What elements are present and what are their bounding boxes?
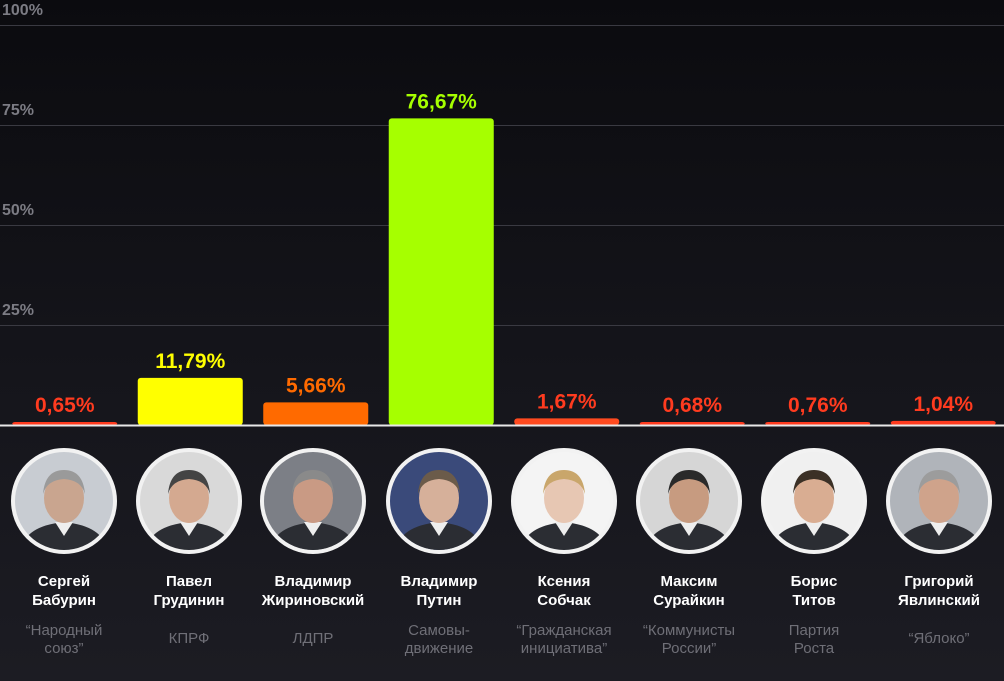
portrait-icon — [11, 448, 117, 554]
candidate-party: “Яблоко” — [908, 630, 970, 647]
bar — [639, 422, 745, 425]
bar — [263, 402, 369, 425]
candidate-card: Борис Титов Партия Роста — [752, 448, 876, 658]
y-tick-label: 50% — [2, 202, 34, 219]
data-label: 76,67% — [406, 90, 478, 113]
candidate-card: Павел Грудинин КПРФ — [127, 448, 251, 648]
bar — [12, 422, 118, 425]
bar — [137, 377, 243, 425]
portrait-icon — [636, 448, 742, 554]
bar — [514, 418, 620, 425]
candidate-card: Владимир Путин Самовы-движение — [377, 448, 501, 658]
candidate-name: Владимир Жириновский — [261, 573, 365, 609]
vote-share-bar-chart: 100% 75% 50% 25% 0,65% 11,79% 5,66% 76,67% 1,67%… — [0, 2, 1004, 427]
candidate-name: Максим Сурайкин — [653, 573, 725, 609]
candidate-card: Григорий Явлинский “Яблоко” — [877, 448, 1001, 648]
candidate-name: Владимир Путин — [400, 573, 478, 609]
data-label: 1,04% — [913, 393, 973, 416]
y-tick-label: 25% — [2, 302, 34, 319]
y-tick-label: 100% — [2, 2, 43, 19]
candidate-card: Сергей Бабурин “Народный союз” — [2, 448, 126, 658]
portrait-icon — [886, 448, 992, 554]
data-label: 1,67% — [537, 390, 597, 413]
bar — [890, 420, 996, 425]
data-label: 0,65% — [35, 394, 95, 417]
candidate-party: “Народный союз” — [25, 622, 103, 657]
bar — [765, 421, 871, 425]
candidate-party: Самовы-движение — [404, 622, 474, 657]
candidate-party: Партия Роста — [788, 622, 840, 657]
y-tick-label: 75% — [2, 102, 34, 119]
data-label: 11,79% — [155, 350, 225, 373]
candidate-row: Сергей Бабурин “Народный союз” Павел Грудин… — [0, 448, 1004, 681]
portrait-icon — [136, 448, 242, 554]
candidate-party: КПРФ — [168, 630, 210, 647]
candidate-name: Павел Грудинин — [153, 573, 225, 609]
candidate-name: Григорий Явлинский — [898, 573, 980, 609]
candidate-name: Ксения Собчак — [537, 573, 591, 609]
candidate-card: Ксения Собчак “Гражданская инициатива” — [502, 448, 626, 658]
portrait-icon — [260, 448, 366, 554]
data-label: 0,76% — [788, 394, 848, 417]
portrait-icon — [511, 448, 617, 554]
portrait-icon — [386, 448, 492, 554]
candidate-name: Борис Титов — [790, 573, 838, 609]
candidate-party: “Коммунисты России” — [642, 622, 736, 657]
candidate-card: Максим Сурайкин “Коммунисты России” — [627, 448, 751, 658]
candidate-party: ЛДПР — [292, 630, 334, 647]
data-label: 0,68% — [662, 394, 722, 417]
portrait-icon — [761, 448, 867, 554]
data-label: 5,66% — [286, 374, 346, 397]
bar — [388, 118, 494, 425]
candidate-name: Сергей Бабурин — [32, 573, 96, 609]
candidate-card: Владимир Жириновский ЛДПР — [251, 448, 375, 648]
candidate-party: “Гражданская инициатива” — [516, 622, 612, 657]
